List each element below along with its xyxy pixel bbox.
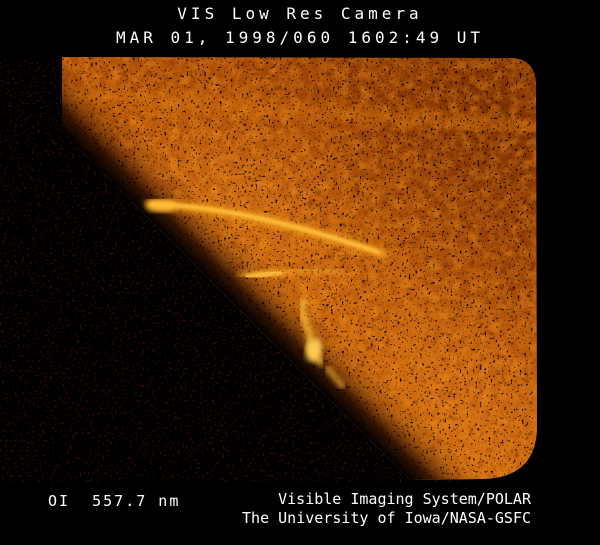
credit-line-1: Visible Imaging System/POLAR (278, 490, 531, 508)
auroral-spike-edge (324, 365, 346, 390)
auroral-arc-knot-west (147, 200, 177, 212)
auroral-streak-bright-segment (245, 269, 283, 280)
observation-timestamp: MAR 01, 1998/060 1602:49 UT (115, 28, 485, 47)
credits: Visible Imaging System/POLAR The Univers… (242, 490, 531, 528)
night-side-specks (0, 80, 402, 482)
wavelength-label: OI 557.7 nm (48, 492, 181, 510)
camera-title: VIS Low Res Camera (177, 4, 423, 23)
credit-line-2: The University of Iowa/NASA-GSFC (242, 509, 531, 527)
auroral-knot-bright (305, 338, 323, 362)
